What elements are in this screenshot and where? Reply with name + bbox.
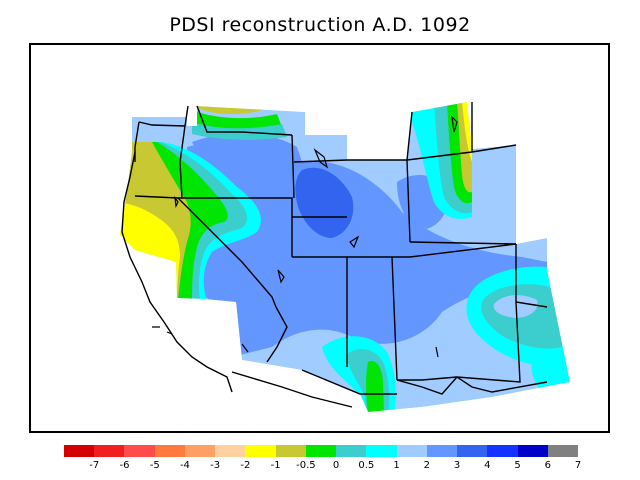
arizona-nm-south (301, 369, 397, 395)
colorbar-swatch (457, 445, 488, 457)
colorbar-labels: -7 -6 -5 -4 -3 -2 -1 -0.5 0 0.5 1 2 3 4 5 6 7 (64, 460, 582, 474)
texas-panhandle (456, 376, 548, 393)
colorbar-swatch (245, 445, 276, 457)
great-salt-lake (313, 148, 329, 169)
oregon-coast (134, 121, 140, 162)
colorbar-tick-label: 6 (544, 460, 551, 471)
colorbar-tick-label: 1 (393, 460, 400, 471)
washington-oregon-border (138, 121, 186, 127)
idaho-wyoming-border (291, 134, 295, 199)
colorbar-swatch (547, 445, 578, 457)
montana-dakota-border (406, 111, 413, 161)
lake-tahoe (174, 195, 179, 209)
colorbar (64, 445, 578, 457)
colorado-east (391, 256, 398, 381)
colorbar-tick-label: -0.5 (296, 460, 316, 471)
colorbar-tick-label: -6 (119, 460, 130, 471)
colorado-north (292, 243, 517, 258)
field-deep-blue-core (295, 167, 354, 238)
california-coast (121, 151, 233, 393)
arizona-california-border (266, 306, 288, 363)
colorbar-swatch (336, 445, 367, 457)
colorbar-swatch (275, 445, 306, 457)
colorbar-swatch (94, 445, 125, 457)
colorbar-tick-label: -4 (179, 460, 190, 471)
pdsi-field (120, 102, 570, 412)
boundary-lines (121, 102, 548, 408)
california-nevada-border (177, 197, 277, 308)
colorbar-tick-label: -1 (270, 460, 281, 471)
wyoming-east-border (406, 159, 411, 243)
colorbar-tick-label: 0.5 (358, 460, 375, 471)
lake-powell (349, 235, 360, 249)
colorbar-swatch (487, 445, 518, 457)
wyoming-north-border (293, 159, 407, 163)
field-green-north (192, 110, 282, 132)
colorbar-swatch (396, 445, 427, 457)
colorbar-swatch (124, 445, 155, 457)
pdsi-map (31, 45, 608, 431)
colorbar-tick-label: -5 (149, 460, 160, 471)
colorbar-swatch (366, 445, 397, 457)
mexico-border-east (396, 376, 458, 395)
map-frame (29, 43, 610, 433)
colorbar-tick-label: -3 (210, 460, 221, 471)
field-mid-blue-band (177, 142, 547, 357)
lakes (152, 115, 458, 358)
colorbar-tick-label: 2 (423, 460, 430, 471)
colorbar-tick-label: 4 (484, 460, 491, 471)
colorbar-swatch (154, 445, 185, 457)
salton-sea (241, 343, 249, 353)
lake-mead (277, 269, 285, 284)
colorbar-tick-label: 7 (574, 460, 582, 471)
field-green-south (366, 361, 384, 412)
nebraska-border (409, 241, 517, 245)
nm-reservoir (435, 346, 439, 358)
field-teal-north (192, 122, 287, 140)
colorbar-tick-label: -2 (240, 460, 251, 471)
nevada-utah-border (182, 197, 293, 257)
field-mid-blue-north (192, 132, 302, 168)
region-mask (31, 45, 608, 431)
colorbar-tick-label: -7 (89, 460, 100, 471)
idaho-west-border (179, 105, 189, 199)
channel-islands (152, 326, 173, 335)
reservoir-ne (451, 115, 458, 133)
idaho-montana-border (196, 105, 293, 136)
colorbar-swatch (517, 445, 548, 457)
colorbar-swatch (215, 445, 246, 457)
colorbar-swatch (305, 445, 337, 457)
colorbar-tick-label: 3 (453, 460, 461, 471)
baja-coast (231, 371, 353, 408)
colorbar-swatch (184, 445, 216, 457)
colorbar-swatch (426, 445, 458, 457)
colorbar-tick-label: 5 (514, 460, 521, 471)
map-title: PDSI reconstruction A.D. 1092 (169, 14, 471, 36)
colorbar-tick-label: 0 (332, 460, 340, 471)
colorbar-swatch (64, 445, 95, 457)
